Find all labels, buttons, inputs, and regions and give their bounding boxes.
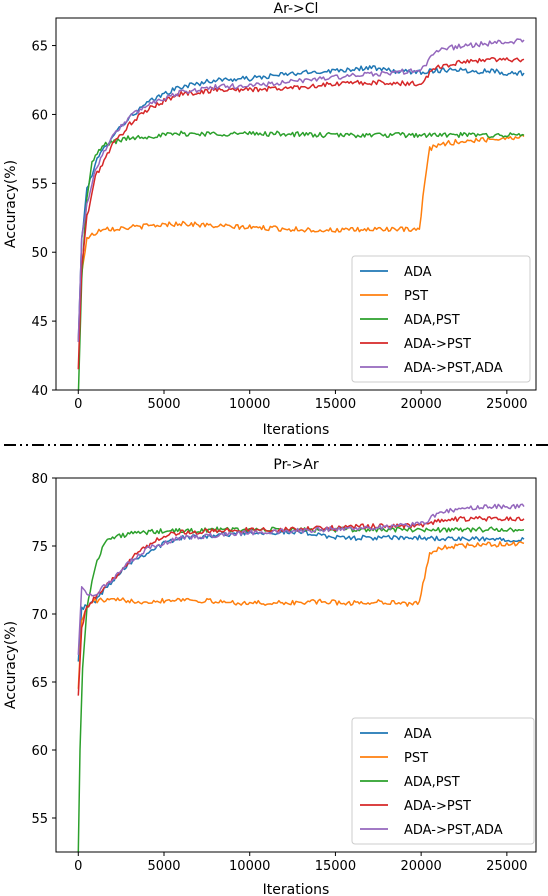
y-tick-label: 65 xyxy=(31,40,48,55)
legend-label: ADA->PST xyxy=(404,337,471,352)
y-axis: 40 45 50 55 60 65 xyxy=(31,40,56,399)
plot-frame xyxy=(55,17,537,391)
series-line xyxy=(77,503,525,655)
chart-pr-ar: Pr->Ar 0 5000 10000 15000 20000 25000 55 60 65 7… xyxy=(3,457,537,896)
x-tick-label: 5000 xyxy=(147,859,180,874)
legend-entries: ADA PST ADA,PST ADA->PST ADA->PST,ADA xyxy=(360,265,503,376)
y-tick-label: 55 xyxy=(31,812,48,827)
y-tick-label: 60 xyxy=(31,744,48,759)
legend-box xyxy=(351,717,535,845)
x-tick-label: 10000 xyxy=(229,397,270,412)
y-tick-label: 45 xyxy=(31,315,48,330)
x-axis-label: Iterations xyxy=(263,422,330,438)
y-axis: 55 60 65 70 75 80 xyxy=(31,472,56,827)
legend-label: ADA->PST,ADA xyxy=(404,361,503,376)
x-tick-label: 15000 xyxy=(315,859,356,874)
x-tick-label: 10000 xyxy=(229,859,270,874)
legend-box xyxy=(351,255,531,383)
x-tick-label: 25000 xyxy=(486,859,527,874)
series-line xyxy=(77,57,525,370)
y-axis-label: Accuracy(%) xyxy=(3,621,19,709)
series-line xyxy=(77,134,525,342)
y-axis-label: Accuracy(%) xyxy=(3,160,19,248)
series-line xyxy=(77,529,525,662)
plot-lines xyxy=(77,503,525,852)
legend-label: ADA xyxy=(404,265,432,280)
x-tick-label: 25000 xyxy=(486,397,527,412)
legend-label: ADA->PST xyxy=(404,799,471,814)
legend-label: ADA,PST xyxy=(404,775,460,790)
y-tick-label: 80 xyxy=(31,472,48,487)
legend: ADA PST ADA,PST ADA->PST ADA->PST,ADA xyxy=(351,255,531,383)
series-line xyxy=(77,541,525,689)
x-axis: 0 5000 10000 15000 20000 25000 xyxy=(74,852,528,874)
series-line xyxy=(77,38,525,342)
y-tick-label: 70 xyxy=(31,608,48,623)
legend-entries: ADA PST ADA,PST ADA->PST ADA->PST,ADA xyxy=(360,727,503,838)
chart-title: Pr->Ar xyxy=(273,457,318,473)
legend-label: PST xyxy=(404,751,428,766)
legend-label: ADA->PST,ADA xyxy=(404,823,503,838)
y-tick-label: 65 xyxy=(31,676,48,691)
x-tick-label: 0 xyxy=(74,859,82,874)
legend: ADA PST ADA,PST ADA->PST ADA->PST,ADA xyxy=(351,717,535,845)
x-tick-label: 5000 xyxy=(147,397,180,412)
plot-frame xyxy=(55,477,537,853)
x-tick-label: 0 xyxy=(74,397,82,412)
legend-label: ADA,PST xyxy=(404,313,460,328)
legend-label: PST xyxy=(404,289,428,304)
x-axis: 0 5000 10000 15000 20000 25000 xyxy=(74,390,528,412)
y-tick-label: 40 xyxy=(31,384,48,399)
y-tick-label: 60 xyxy=(31,108,48,123)
plot-lines xyxy=(77,38,525,390)
y-tick-label: 50 xyxy=(31,246,48,261)
y-tick-label: 75 xyxy=(31,540,48,555)
series-line xyxy=(77,515,525,696)
x-tick-label: 20000 xyxy=(400,397,441,412)
y-tick-label: 55 xyxy=(31,177,48,192)
x-tick-label: 15000 xyxy=(315,397,356,412)
series-line xyxy=(77,65,525,342)
chart-title: Ar->Cl xyxy=(274,1,319,17)
x-tick-label: 20000 xyxy=(400,859,441,874)
x-axis-label: Iterations xyxy=(263,882,330,896)
series-line xyxy=(77,130,525,390)
legend-label: ADA xyxy=(404,727,432,742)
chart-ar-cl: Ar->Cl 0 5000 10000 15000 20000 25000 40 45 50 5… xyxy=(3,1,537,438)
